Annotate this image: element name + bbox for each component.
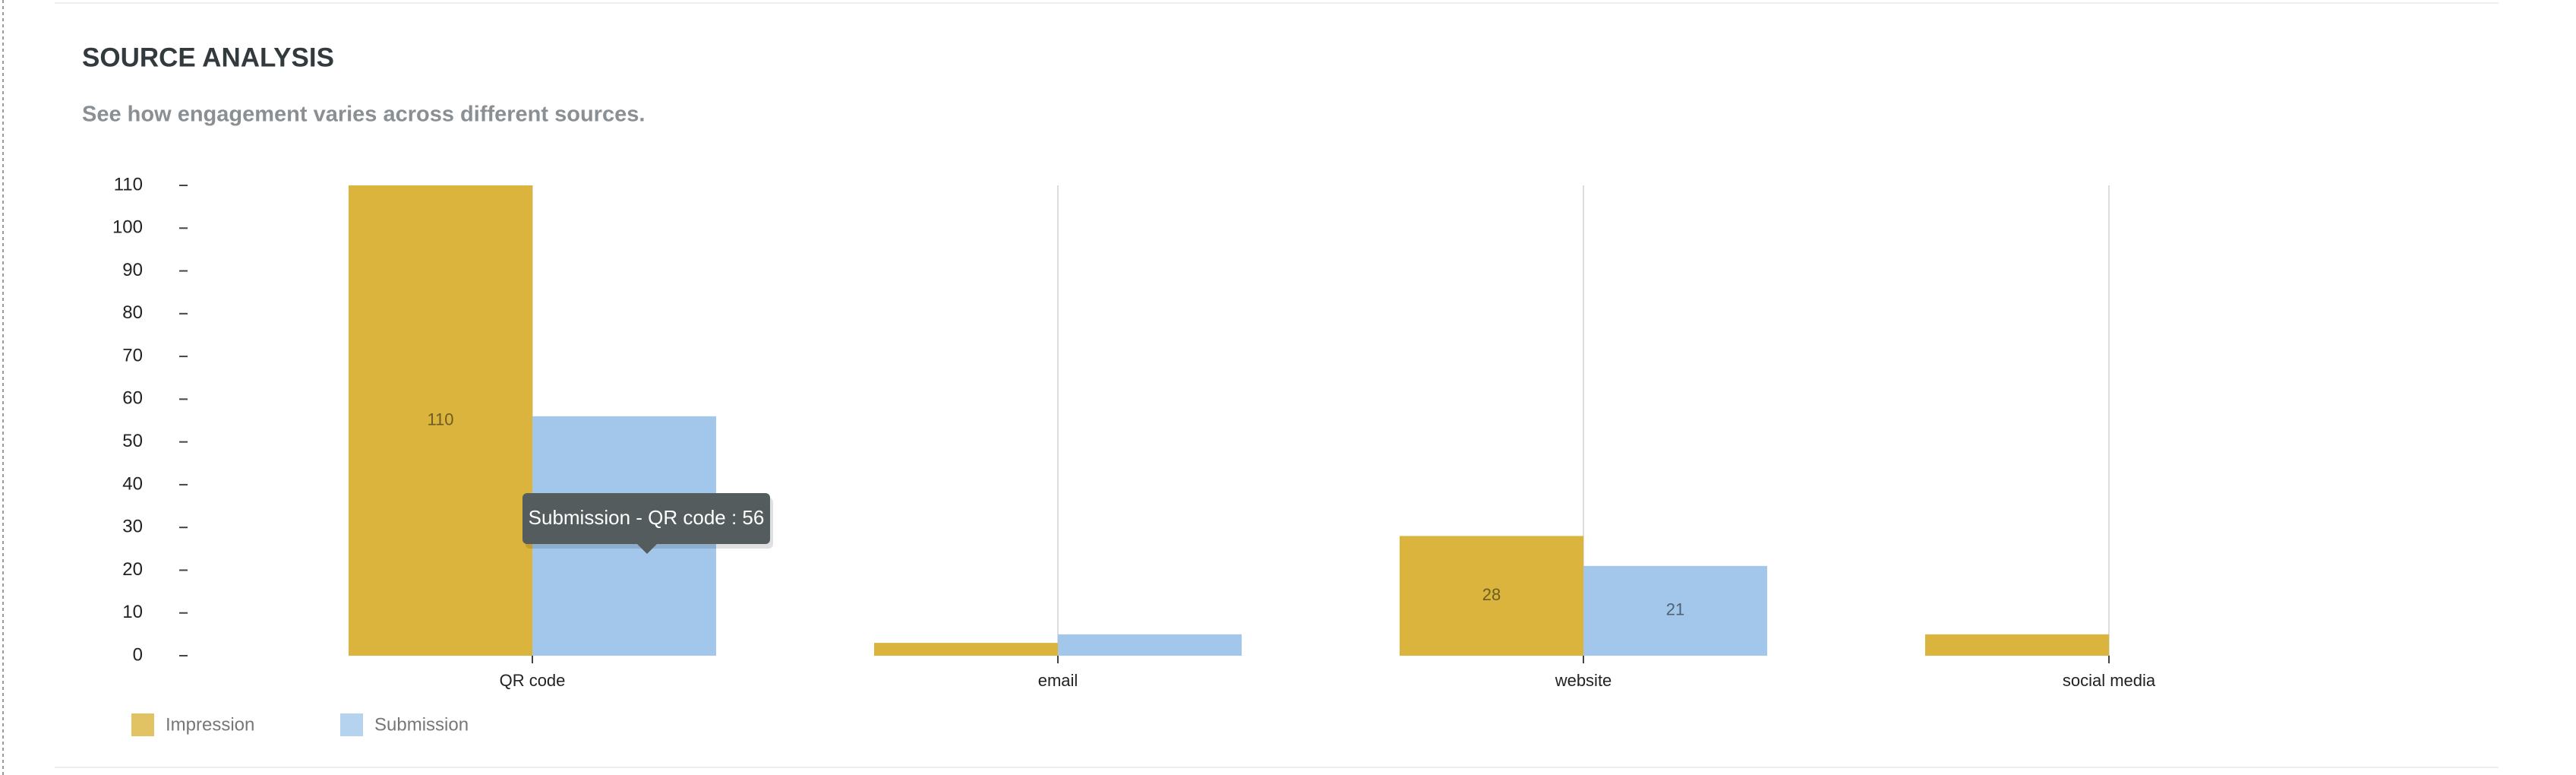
x-tick-label: QR code bbox=[500, 671, 566, 690]
tooltip-box bbox=[522, 493, 770, 544]
legend-swatch bbox=[131, 713, 154, 736]
tooltip-text: Submission - QR code : 56 bbox=[529, 506, 765, 529]
y-tick-label: 70 bbox=[122, 345, 143, 365]
bar bbox=[1925, 634, 2109, 656]
y-tick-label: 90 bbox=[122, 260, 143, 280]
bar bbox=[1583, 565, 1767, 656]
bar bbox=[349, 185, 532, 656]
y-tick-label: 0 bbox=[133, 644, 143, 665]
y-tick-label: 40 bbox=[122, 473, 143, 494]
y-tick-label: 80 bbox=[122, 302, 143, 323]
bar-value-label: 21 bbox=[1666, 600, 1684, 619]
bar bbox=[1058, 634, 1242, 656]
y-tick-label: 30 bbox=[122, 517, 143, 537]
legend-swatch bbox=[340, 713, 363, 736]
y-tick-label: 60 bbox=[122, 388, 143, 409]
tooltip-arrow bbox=[636, 543, 658, 554]
legend-item: Impression bbox=[131, 713, 254, 736]
legend-label: Impression bbox=[166, 714, 254, 735]
x-tick-label: website bbox=[1555, 671, 1612, 690]
bar-value-label: 110 bbox=[427, 410, 453, 429]
x-tick-label: social media bbox=[2063, 671, 2156, 690]
bar bbox=[1400, 536, 1583, 656]
bar bbox=[874, 643, 1058, 656]
x-tick-label: email bbox=[1038, 671, 1078, 690]
y-tick-label: 110 bbox=[114, 174, 143, 195]
tooltip: Submission - QR code : 56 bbox=[522, 493, 773, 554]
y-tick-label: 50 bbox=[122, 431, 143, 451]
y-tick-label: 10 bbox=[122, 602, 143, 622]
bar-value-label: 28 bbox=[1482, 585, 1501, 604]
chart-title: SOURCE ANALYSIS bbox=[82, 43, 334, 72]
legend-label: Submission bbox=[374, 714, 469, 735]
legend-item: Submission bbox=[340, 713, 469, 736]
chart-subtitle: See how engagement varies across differe… bbox=[82, 103, 645, 127]
y-tick-label: 100 bbox=[112, 217, 143, 238]
y-tick-label: 20 bbox=[122, 559, 143, 580]
